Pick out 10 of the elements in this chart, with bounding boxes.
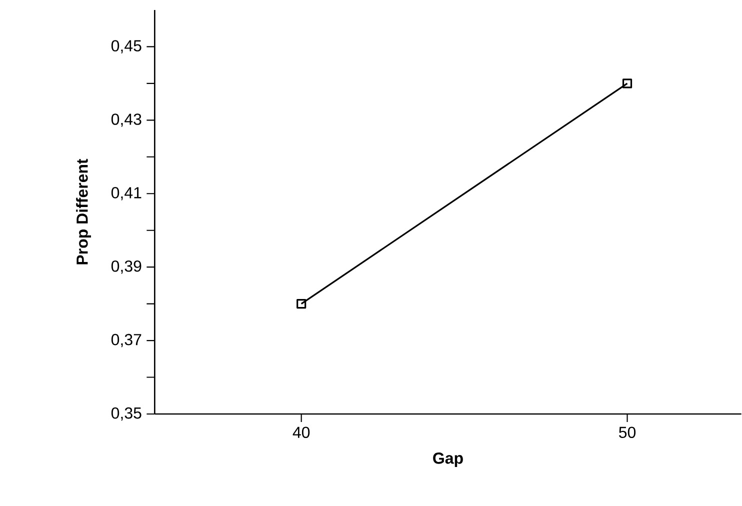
y-tick-label: 0,43 [111, 114, 142, 127]
y-tick-label: 0,37 [111, 334, 142, 348]
x-axis-title: Gap [433, 452, 463, 468]
y-tick-label: 0,35 [111, 407, 142, 421]
y-tick-label: 0,39 [111, 260, 142, 274]
x-tick-label: 50 [619, 426, 636, 438]
x-tick-label: 40 [292, 426, 310, 438]
y-tick-label: 0,45 [111, 40, 142, 54]
y-axis-title: Prop Different [76, 158, 92, 264]
y-tick-label: 0,41 [111, 187, 142, 200]
